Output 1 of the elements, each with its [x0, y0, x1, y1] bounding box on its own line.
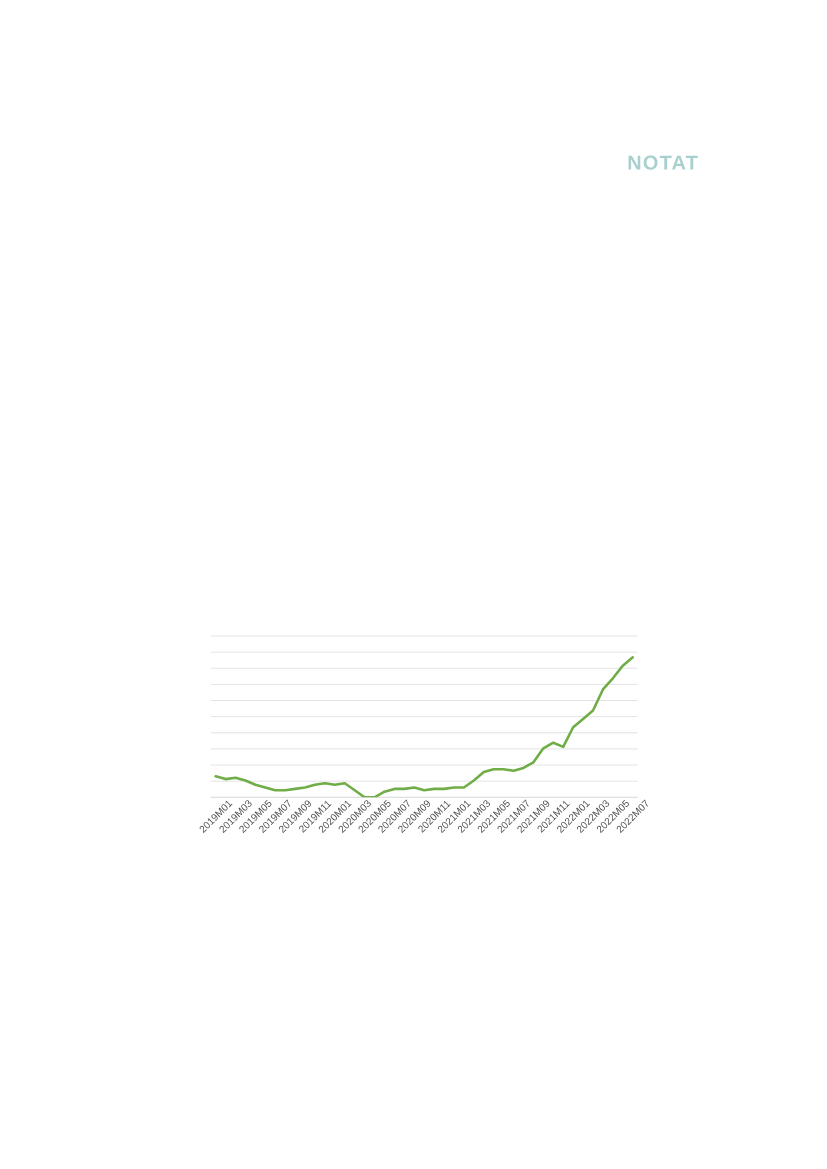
text: NOTAT [628, 155, 698, 170]
